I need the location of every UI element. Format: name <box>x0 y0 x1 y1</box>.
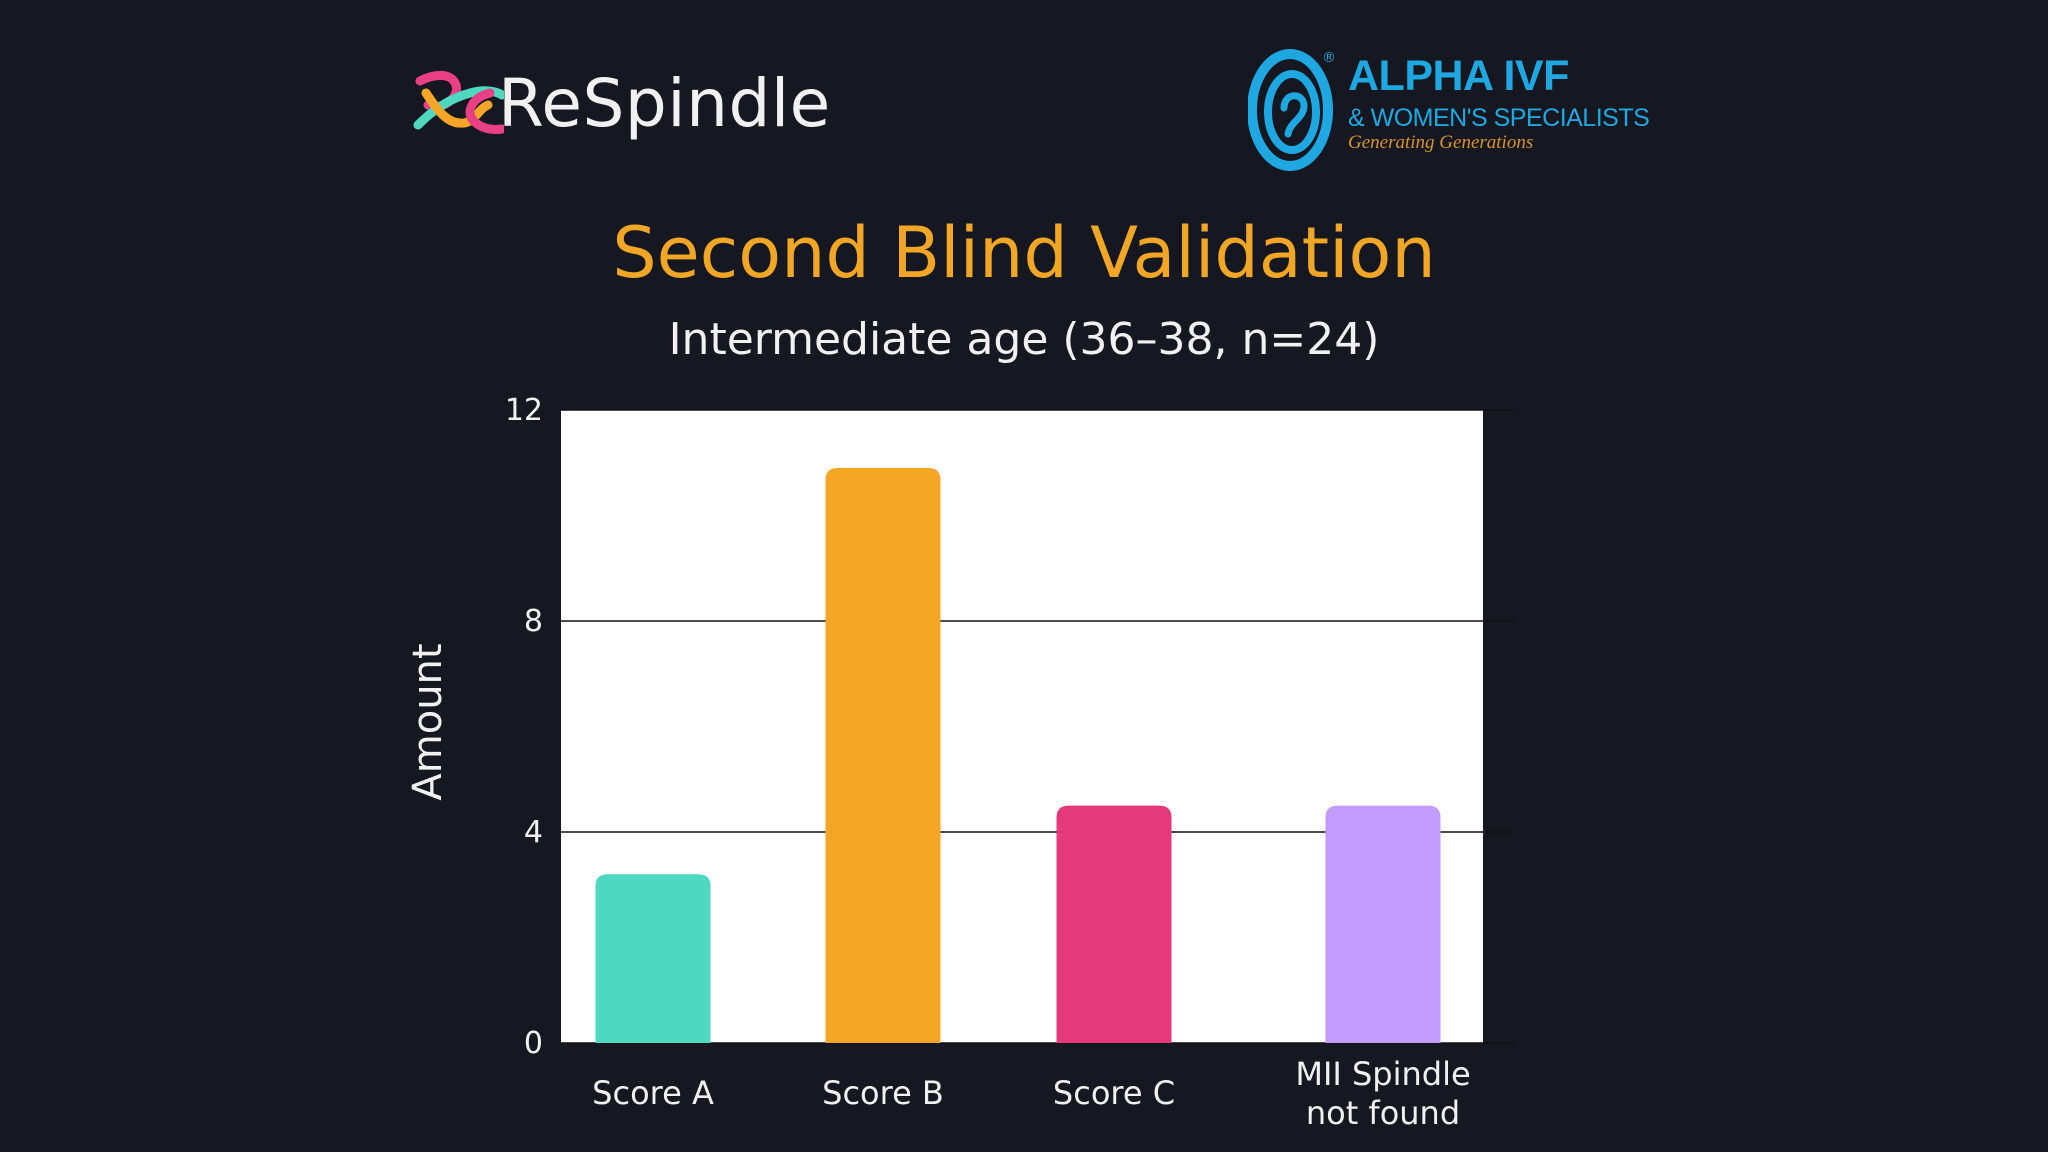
alpha-ivf-tagline: Generating Generations <box>1348 132 1534 153</box>
alpha-ivf-emblem-icon: ® <box>1248 49 1336 171</box>
bars <box>595 468 1441 1043</box>
bar <box>595 874 711 1043</box>
bar <box>1056 805 1172 1043</box>
y-axis-label: Amount <box>405 643 451 800</box>
alpha-ivf-logo: ® ALPHA IVF & WOMEN'S SPECIALISTS Genera… <box>1248 48 1650 172</box>
x-category-label: Score B <box>822 1074 944 1112</box>
registered-mark: ® <box>1322 50 1336 66</box>
bar <box>1325 805 1441 1043</box>
alpha-ivf-subname: & WOMEN'S SPECIALISTS <box>1348 104 1650 132</box>
y-tick-label: 0 <box>524 1026 543 1061</box>
x-categories: Score A Score B Score C MII Spindle not foun… <box>592 1055 1471 1132</box>
bar <box>825 468 941 1043</box>
y-tick-label: 12 <box>505 393 543 428</box>
respindle-mark-icon <box>413 71 504 134</box>
x-category-label: Score C <box>1053 1074 1175 1112</box>
chart-subtitle: Intermediate age (36–38, n=24) <box>668 314 1380 365</box>
respindle-wordmark: ReSpindle <box>498 64 831 142</box>
chart-title: Second Blind Validation <box>612 212 1436 294</box>
x-category-label: Score A <box>592 1074 714 1112</box>
y-tick-label: 8 <box>524 604 543 639</box>
alpha-ivf-name: ALPHA IVF <box>1348 52 1569 100</box>
y-tick-label: 4 <box>524 815 543 850</box>
y-ticks: 0 4 8 12 <box>505 393 543 1061</box>
respindle-logo: ReSpindle <box>412 58 831 148</box>
x-category-label: MII Spindle not found <box>1295 1055 1470 1132</box>
